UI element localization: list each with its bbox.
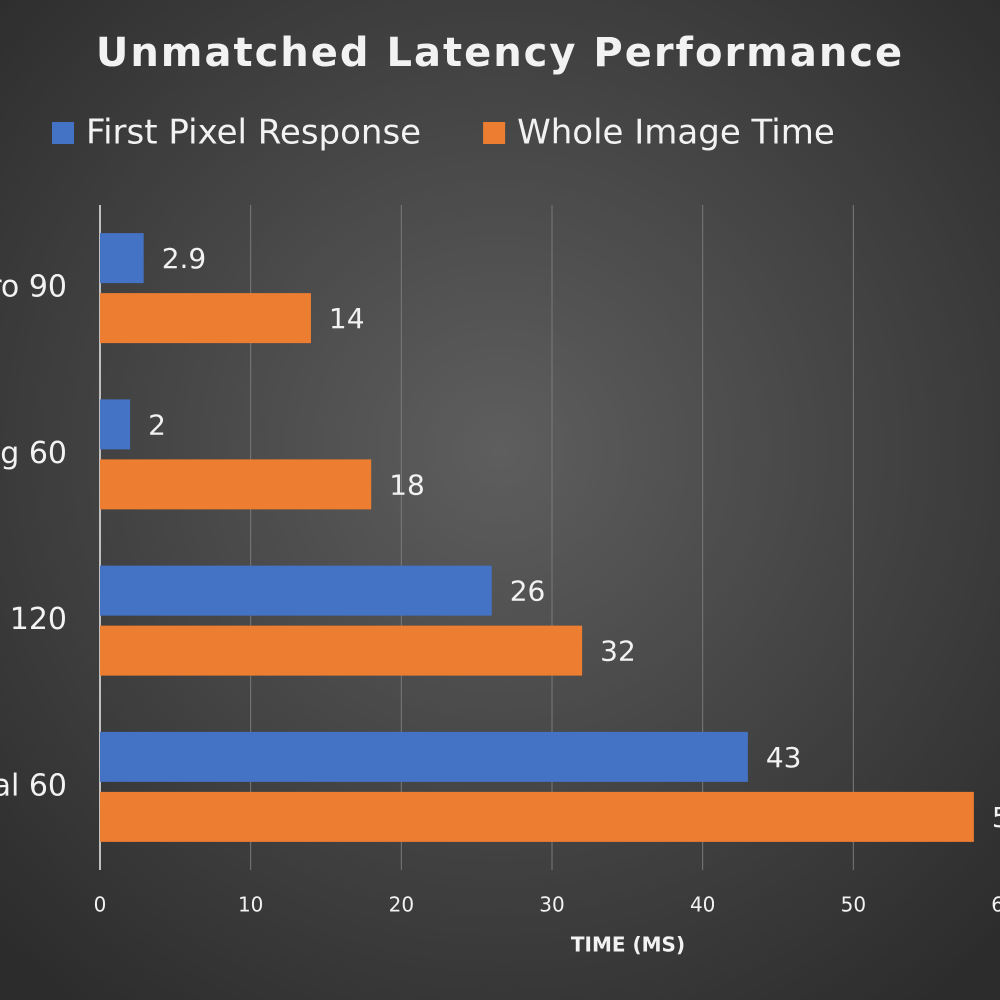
value-label: 26 xyxy=(510,575,546,608)
value-label: 2.9 xyxy=(162,242,207,275)
x-tick-label: 60 xyxy=(991,893,1000,917)
bar xyxy=(100,565,492,616)
bar xyxy=(100,293,311,344)
bar xyxy=(100,233,144,284)
value-label: 2 xyxy=(148,408,166,441)
bar xyxy=(100,731,748,782)
y-tick-label: al 60 xyxy=(0,768,67,803)
chart-title: Unmatched Latency Performance xyxy=(96,30,904,76)
value-label: 58 xyxy=(992,801,1000,834)
y-tick-label: ro 90 xyxy=(0,270,67,305)
legend-swatch xyxy=(483,122,506,144)
value-label: 18 xyxy=(389,468,425,501)
y-tick-label: og 60 xyxy=(0,436,67,471)
legend-swatch xyxy=(52,122,74,144)
x-tick-label: 20 xyxy=(389,893,414,917)
x-tick-label: 10 xyxy=(238,893,263,917)
bar xyxy=(100,625,583,676)
x-tick-label: 30 xyxy=(539,893,564,917)
y-tick-label: l 120 xyxy=(0,602,67,637)
bar xyxy=(100,459,372,510)
legend-label: Whole Image Time xyxy=(517,113,835,153)
legend-label: First Pixel Response xyxy=(86,113,421,153)
x-tick-label: 50 xyxy=(841,893,866,917)
bar xyxy=(100,791,974,842)
bar xyxy=(100,399,131,450)
x-axis-title: TIME (MS) xyxy=(571,933,685,957)
value-label: 14 xyxy=(329,302,365,335)
value-label: 43 xyxy=(766,741,802,774)
x-tick-label: 40 xyxy=(690,893,715,917)
x-tick-label: 0 xyxy=(94,893,107,917)
value-label: 32 xyxy=(600,635,636,668)
